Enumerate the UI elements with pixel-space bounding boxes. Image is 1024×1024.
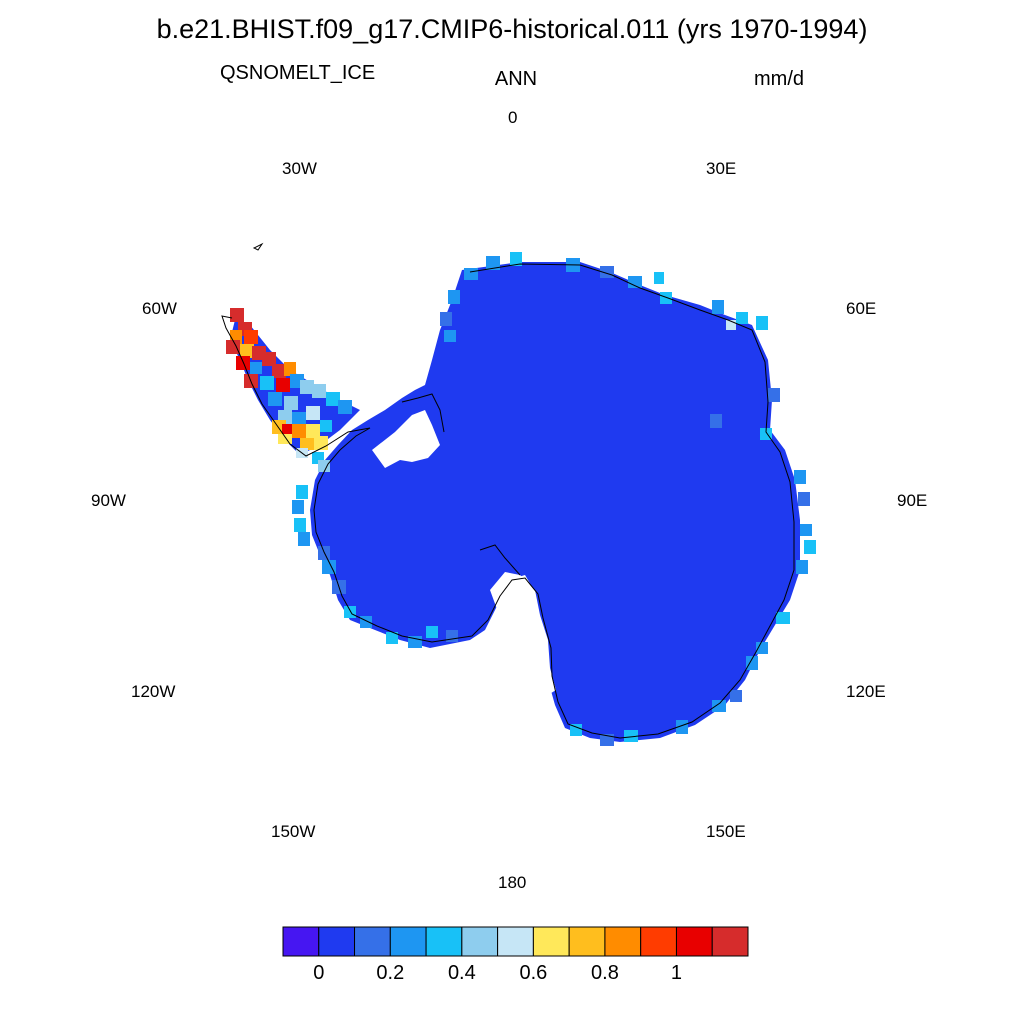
coastlines [221,242,795,739]
lon-label-90e: 90E [897,491,928,510]
colorbar-swatch [389,926,427,957]
lon-label-90w: 90W [91,491,126,510]
lon-label-30e: 30E [706,159,737,178]
colorbar-swatch [675,926,713,957]
peninsula-coastline [221,315,371,457]
colorbar-swatch [425,926,463,957]
colorbar-swatch [497,926,534,957]
colorbar-swatch [282,926,320,957]
ice-shelf-line-weddell [401,393,445,433]
lon-label-150e: 150E [706,822,746,841]
south-shetland-island [252,242,264,251]
colorbar-tick-label: 0 [313,962,325,984]
colorbar-swatch [568,926,606,957]
colorbar-swatch [532,926,570,957]
continent-coastline [313,263,795,739]
units-label: mm/d [754,68,804,90]
lon-label-30w: 30W [282,159,317,178]
lon-label-60w: 60W [142,299,177,318]
colorbar [282,926,749,957]
colorbar-swatch [604,926,642,957]
ice-shelf-line-ross [479,544,521,576]
plot-title: b.e21.BHIST.f09_g17.CMIP6-historical.011… [156,14,868,44]
colorbar-tick-label: 0.4 [447,962,476,984]
variable-name: QSNOMELT_ICE [220,62,376,84]
lon-label-150w: 150W [271,822,316,841]
ice-sheet [310,262,800,742]
colorbar-swatch [640,926,677,957]
lon-label-120e: 120E [846,682,886,701]
season-label: ANN [494,68,538,90]
colorbar-swatch [354,926,391,957]
lon-label-60e: 60E [846,299,877,318]
colorbar-tick-label: 0.6 [519,962,548,984]
lon-label-120w: 120W [131,682,176,701]
lon-label-180: 180 [498,873,527,892]
colorbar-tick-label: 1 [670,962,683,984]
melt-cells [226,252,816,746]
colorbar-tick-label: 0.8 [591,962,619,984]
colorbar-tick-label: 0.2 [376,962,405,984]
colorbar-swatch [318,926,356,957]
lon-label-0: 0 [508,108,518,127]
colorbar-swatch [711,926,749,957]
colorbar-swatch [461,926,499,957]
ross-ice-shelf-gap [490,572,556,695]
continent-fill [310,262,800,742]
weddell-ice-shelf-gap [372,410,440,468]
